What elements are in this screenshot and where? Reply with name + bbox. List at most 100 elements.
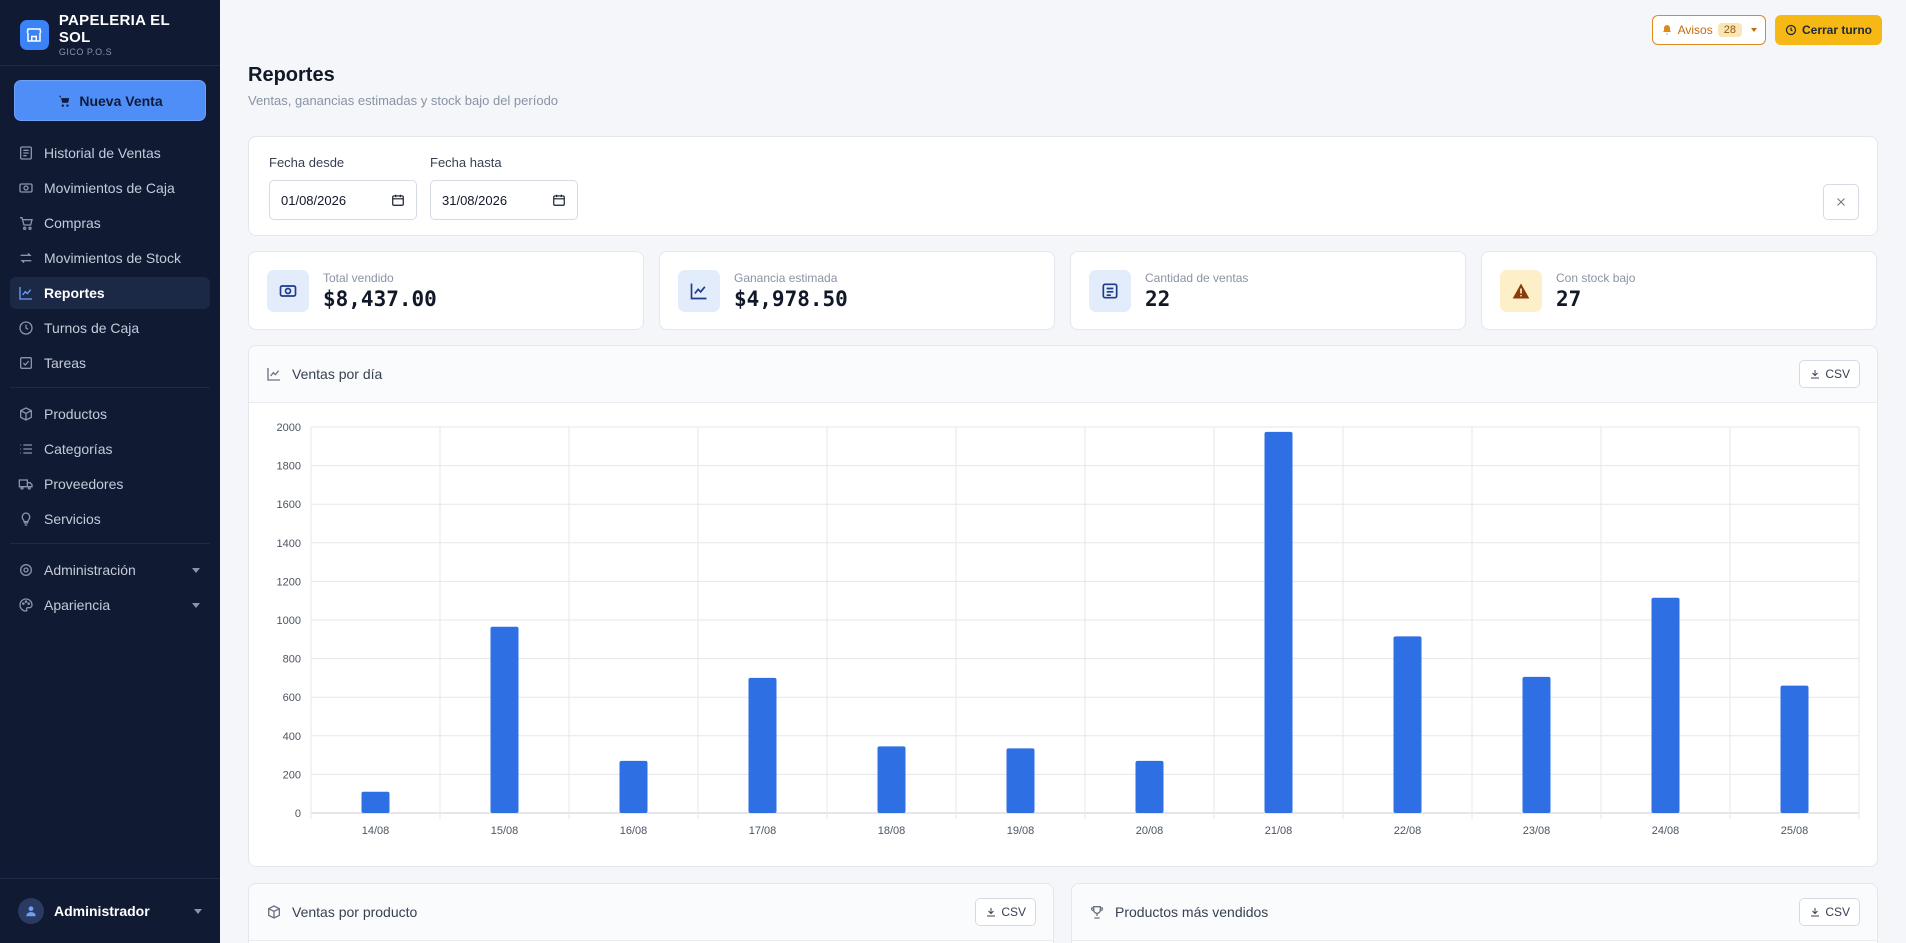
x-tick-label: 25/08 — [1781, 825, 1809, 837]
trophy-icon — [1090, 906, 1104, 919]
y-tick-label: 0 — [295, 808, 301, 820]
bar — [1651, 597, 1680, 813]
fecha-hasta-input[interactable]: 31/08/2026 — [430, 180, 578, 220]
chart-line-icon — [678, 269, 720, 312]
card-header: Productos más vendidos CSV — [1072, 884, 1877, 941]
sidebar-item-productos[interactable]: Productos — [10, 398, 210, 430]
new-sale-button[interactable]: Nueva Venta — [14, 80, 206, 121]
cart-icon — [59, 95, 70, 107]
avisos-label: Avisos — [1677, 23, 1713, 37]
x-tick-label: 15/08 — [491, 825, 519, 837]
y-tick-label: 1000 — [277, 615, 301, 627]
y-tick-label: 1200 — [277, 576, 301, 588]
y-tick-label: 2000 — [277, 422, 301, 434]
gear-icon — [20, 564, 32, 576]
divider — [10, 387, 210, 388]
csv-label: CSV — [1825, 367, 1850, 381]
list-icon — [20, 444, 32, 454]
sidebar-item-apariencia[interactable]: Apariencia — [10, 589, 210, 621]
sidebar-item-label: Reportes — [44, 285, 105, 301]
bar — [619, 760, 648, 813]
brand: PAPELERIA EL SOL GICO P.O.S — [0, 0, 220, 66]
avisos-count-badge: 28 — [1717, 23, 1742, 37]
cash-icon — [19, 183, 33, 193]
stat-total-vendido: Total vendido $8,437.00 — [248, 251, 644, 330]
cerrar-turno-button[interactable]: Cerrar turno — [1774, 15, 1882, 45]
fecha-desde-input[interactable]: 01/08/2026 — [269, 180, 417, 220]
sidebar-item-turnos[interactable]: Turnos de Caja — [10, 312, 210, 344]
csv-download-button[interactable]: CSV — [975, 898, 1036, 926]
sidebar-item-tareas[interactable]: Tareas — [10, 347, 210, 379]
sidebar-item-categorias[interactable]: Categorías — [10, 433, 210, 465]
csv-download-button[interactable]: CSV — [1799, 360, 1860, 388]
fecha-hasta-label: Fecha hasta — [430, 155, 502, 170]
x-tick-label: 23/08 — [1523, 825, 1551, 837]
x-tick-label: 14/08 — [362, 825, 390, 837]
bulb-icon — [21, 512, 31, 526]
sidebar-item-administracion[interactable]: Administración — [10, 554, 210, 586]
stat-stock-bajo: Con stock bajo 27 — [1481, 251, 1877, 330]
sidebar-item-label: Tareas — [44, 355, 87, 371]
csv-download-button[interactable]: CSV — [1799, 898, 1860, 926]
sidebar-item-proveedores[interactable]: Proveedores — [10, 468, 210, 500]
clock-icon — [1785, 24, 1797, 36]
user-name: Administrador — [54, 903, 150, 919]
stat-value: 22 — [1145, 286, 1171, 311]
fecha-desde-value: 01/08/2026 — [281, 192, 347, 208]
user-menu[interactable]: Administrador — [0, 878, 220, 943]
sidebar-item-movimientos-caja[interactable]: Movimientos de Caja — [10, 172, 210, 204]
y-tick-label: 200 — [283, 769, 301, 781]
y-tick-label: 1600 — [277, 499, 301, 511]
productos-mas-vendidos-card: Productos más vendidos CSV — [1071, 883, 1878, 943]
y-tick-label: 400 — [283, 731, 301, 743]
stat-label: Total vendido — [323, 270, 394, 285]
box-icon — [268, 905, 280, 919]
cart-icon — [20, 217, 33, 230]
x-tick-label: 21/08 — [1265, 825, 1293, 837]
bar — [1522, 676, 1551, 813]
sidebar-item-reportes[interactable]: Reportes — [10, 277, 210, 309]
truck-icon — [18, 479, 33, 490]
x-tick-label: 24/08 — [1652, 825, 1680, 837]
box-icon — [20, 407, 32, 421]
warning-icon — [1500, 269, 1542, 312]
sidebar-item-label: Compras — [44, 215, 101, 231]
sidebar-item-movimientos-stock[interactable]: Movimientos de Stock — [10, 242, 210, 274]
x-tick-label: 20/08 — [1136, 825, 1164, 837]
stat-value: 27 — [1556, 286, 1582, 311]
sidebar-item-label: Movimientos de Caja — [44, 180, 175, 196]
sidebar-item-label: Categorías — [44, 441, 113, 457]
chart-line-icon — [19, 287, 32, 300]
csv-label: CSV — [1825, 905, 1850, 919]
stat-label: Con stock bajo — [1556, 270, 1636, 285]
sidebar-item-label: Movimientos de Stock — [44, 250, 181, 266]
stat-cantidad-ventas: Cantidad de ventas 22 — [1070, 251, 1466, 330]
y-tick-label: 1800 — [277, 461, 301, 473]
close-icon — [1837, 198, 1845, 206]
x-tick-label: 19/08 — [1007, 825, 1035, 837]
sidebar-item-historial[interactable]: Historial de Ventas — [10, 137, 210, 169]
sidebar-nav: Historial de Ventas Movimientos de Caja … — [0, 137, 220, 621]
card-title: Productos más vendidos — [1115, 904, 1269, 920]
x-tick-label: 18/08 — [878, 825, 906, 837]
ventas-por-dia-card: Ventas por día CSV 0 200 400 600 800 1000 1200… — [248, 345, 1878, 867]
sidebar-item-label: Productos — [44, 406, 108, 422]
chevron-down-icon — [192, 602, 200, 608]
sidebar-item-servicios[interactable]: Servicios — [10, 503, 210, 535]
stat-value: $4,978.50 — [734, 286, 848, 311]
checkbox-icon — [20, 357, 32, 369]
bar — [1780, 685, 1809, 813]
calendar-icon — [553, 194, 565, 206]
sidebar-item-compras[interactable]: Compras — [10, 207, 210, 239]
card-header: Ventas por día CSV — [249, 346, 1877, 403]
avisos-button[interactable]: Avisos 28 — [1651, 15, 1766, 45]
download-icon — [1811, 908, 1820, 917]
bar — [1006, 748, 1035, 813]
clear-filters-button[interactable] — [1823, 184, 1859, 220]
bar — [1135, 760, 1164, 813]
download-icon — [1811, 370, 1820, 379]
bar — [748, 677, 777, 813]
bar — [490, 626, 519, 813]
chevron-down-icon — [194, 908, 202, 914]
card-header: Ventas por producto CSV — [249, 884, 1053, 941]
